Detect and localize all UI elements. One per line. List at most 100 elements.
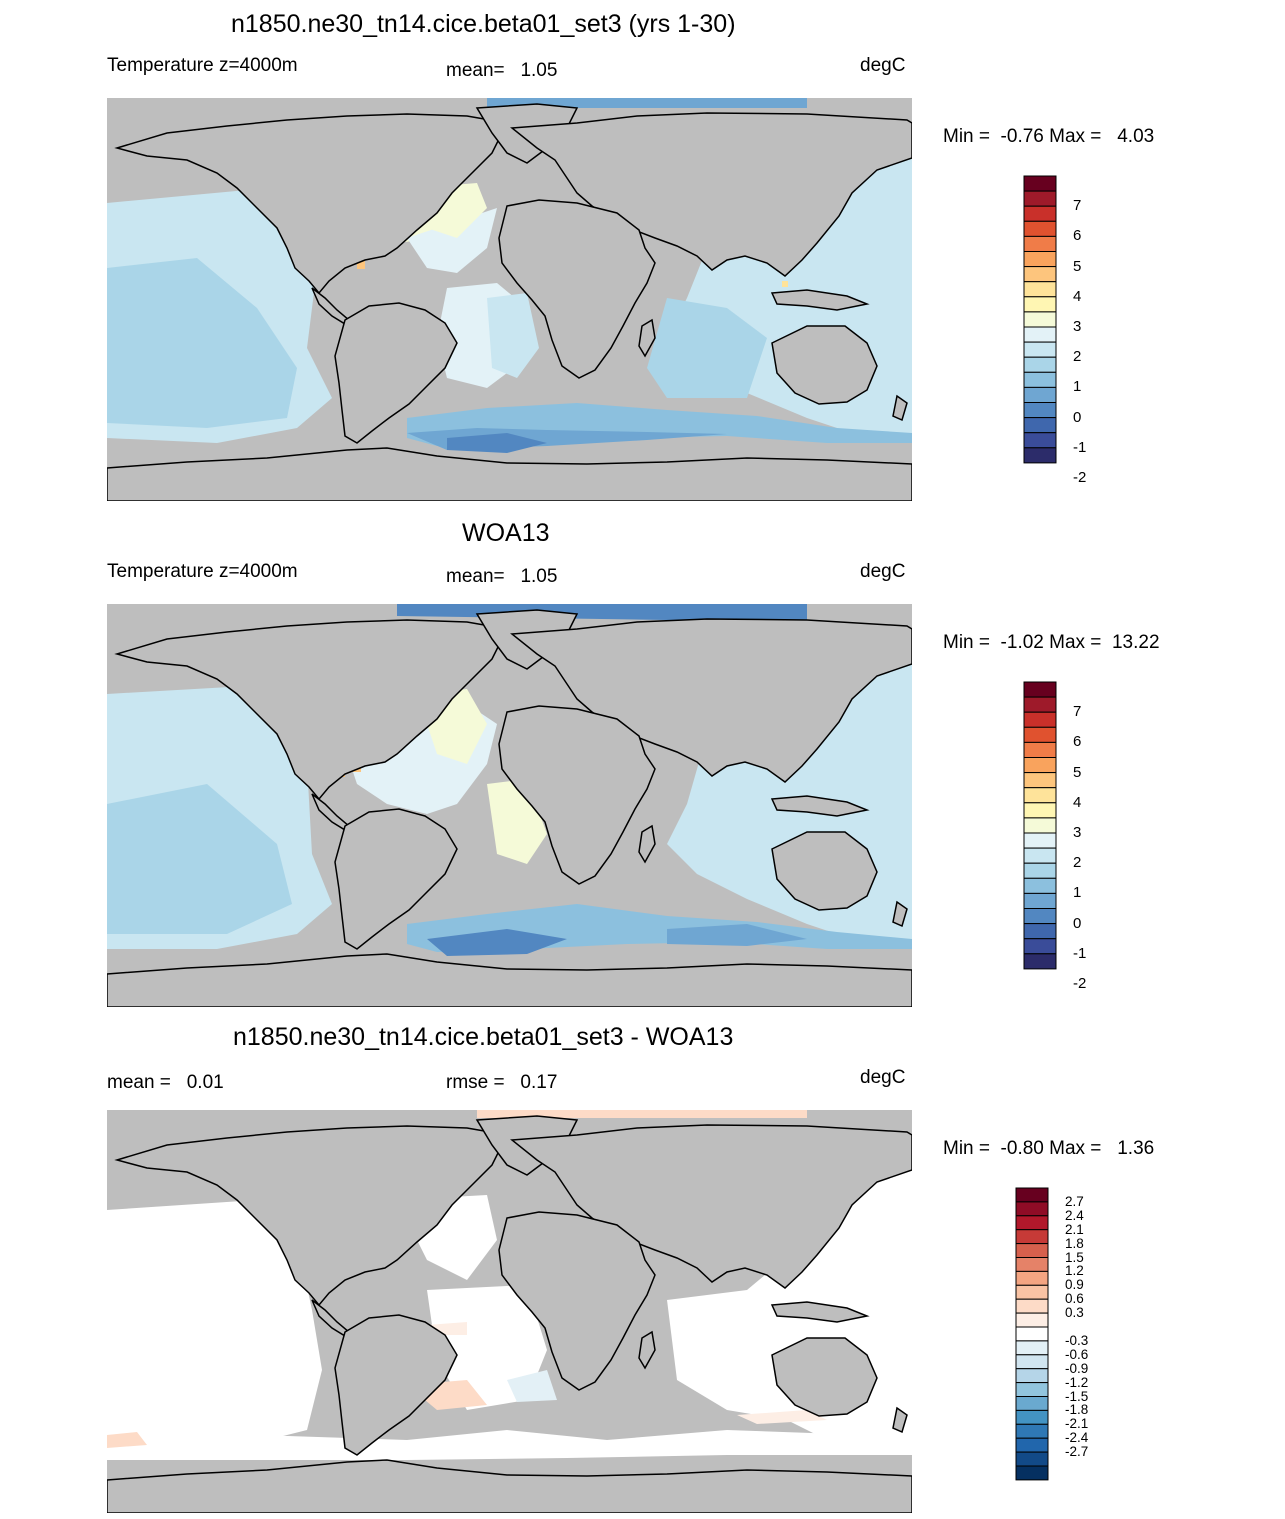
colorbar-swatch — [1023, 371, 1057, 388]
colorbar-swatch — [1023, 817, 1057, 834]
panel1-left-label: Temperature z=4000m — [107, 55, 298, 76]
colorbar-swatch — [1023, 892, 1057, 909]
colorbar-tick-label: -2.1 — [1065, 1416, 1089, 1432]
colorbar-tick-label: 3 — [1073, 318, 1082, 335]
colorbar-tick-label: 7 — [1073, 703, 1082, 721]
colorbar-swatch — [1015, 1326, 1049, 1342]
panel1-center-label: mean= 1.05 — [446, 60, 558, 81]
colorbar-swatch — [1023, 205, 1057, 222]
colorbar-swatch — [1023, 953, 1057, 970]
colorbar-swatch — [1023, 311, 1057, 328]
colorbar-tick-label: -1 — [1073, 438, 1087, 456]
colorbar-tick-label: 5 — [1073, 257, 1082, 275]
panel2-left-label: Temperature z=4000m — [107, 561, 298, 582]
colorbar-tick-label: 6 — [1073, 733, 1082, 751]
colorbar-swatch — [1023, 696, 1057, 713]
panel2-center-label: mean= 1.05 — [446, 566, 558, 587]
colorbar-swatch — [1023, 877, 1057, 894]
colorbar-tick-label: 0 — [1073, 408, 1082, 426]
colorbar-tick-label: 7 — [1073, 197, 1082, 215]
panel3-title: n1850.ne30_tn14.cice.beta01_set3 - WOA13 — [233, 1023, 734, 1051]
colorbar-boxes — [1023, 681, 1057, 970]
colorbar-swatch — [1023, 251, 1057, 268]
colorbar-tick-label: -1.2 — [1065, 1374, 1089, 1390]
colorbar-tick-label: 0.9 — [1065, 1277, 1084, 1293]
colorbar-tick-label: 1 — [1073, 884, 1082, 902]
colorbar-boxes — [1015, 1187, 1049, 1481]
colorbar-swatch — [1015, 1312, 1049, 1328]
colorbar-swatch — [1015, 1229, 1049, 1245]
colorbar-tick-label: 0.3 — [1065, 1305, 1084, 1321]
colorbar-tick-label: 1.5 — [1065, 1249, 1084, 1265]
colorbar-swatch — [1023, 326, 1057, 343]
colorbar-tick-label: 4 — [1073, 793, 1082, 811]
colorbar-swatch — [1023, 175, 1057, 192]
colorbar-swatch — [1023, 772, 1057, 789]
colorbar-swatch — [1023, 296, 1057, 313]
colorbar-swatch — [1023, 757, 1057, 774]
colorbar-tick-label: 2.4 — [1065, 1207, 1084, 1223]
colorbar-swatch — [1015, 1243, 1049, 1258]
panel2-units: degC — [860, 561, 906, 582]
colorbar-tick-label: 1.2 — [1065, 1263, 1084, 1279]
panel2-map — [107, 604, 912, 1007]
colorbar-tick-label: -2 — [1073, 975, 1087, 992]
colorbar-tick-label: -2.7 — [1065, 1444, 1089, 1460]
colorbar-swatch — [1015, 1340, 1049, 1356]
colorbar-tick-label: 0 — [1073, 914, 1082, 932]
colorbar-tick-label: 2.7 — [1065, 1193, 1084, 1209]
colorbar-tick-label: -1.8 — [1065, 1402, 1089, 1418]
colorbar-swatch — [1023, 235, 1057, 253]
colorbar-swatch — [1015, 1284, 1049, 1300]
colorbar-swatch — [1015, 1465, 1049, 1481]
colorbar-tick-label: 6 — [1073, 227, 1082, 245]
colorbar-tick-label: -2.4 — [1065, 1430, 1089, 1446]
panel1-units: degC — [860, 55, 906, 76]
panel1-title: n1850.ne30_tn14.cice.beta01_set3 (yrs 1-… — [231, 10, 736, 38]
colorbar-tick-label: -0.3 — [1065, 1332, 1089, 1348]
colorbar-tick-label: 5 — [1073, 763, 1082, 781]
colorbar-tick-label: 2 — [1073, 348, 1082, 366]
colorbar-swatch — [1023, 741, 1057, 759]
colorbar-swatch — [1023, 923, 1057, 940]
panel2-title: WOA13 — [462, 519, 550, 547]
colorbar-swatch — [1015, 1423, 1049, 1439]
panel1-minmax: Min = -0.76 Max = 4.03 — [943, 126, 1155, 147]
colorbar-swatch — [1023, 832, 1057, 849]
colorbar-swatch — [1015, 1187, 1049, 1203]
colorbar-swatch — [1015, 1215, 1049, 1231]
colorbar-tick-label: 1.8 — [1065, 1235, 1084, 1251]
colorbar-swatch — [1015, 1396, 1049, 1411]
colorbar-tick-label: 4 — [1073, 287, 1082, 305]
colorbar-swatch — [1023, 190, 1057, 207]
colorbar-swatch — [1023, 726, 1057, 743]
colorbar-tick-label: 1 — [1073, 378, 1082, 396]
colorbar-swatch — [1023, 802, 1057, 819]
colorbar-swatch — [1023, 266, 1057, 283]
colorbar-swatch — [1023, 356, 1057, 373]
colorbar-swatch — [1023, 681, 1057, 698]
colorbar-swatch — [1023, 938, 1057, 955]
panel3-minmax: Min = -0.80 Max = 1.36 — [943, 1138, 1155, 1159]
colorbar-swatch — [1015, 1298, 1049, 1314]
colorbar-tick-label: 2 — [1073, 854, 1082, 872]
colorbar-swatch — [1015, 1382, 1049, 1398]
colorbar-swatch — [1023, 847, 1057, 864]
panel3-units: degC — [860, 1067, 906, 1088]
colorbar-tick-label: 2.1 — [1065, 1221, 1084, 1237]
colorbar-swatch — [1023, 787, 1057, 804]
panel3-map — [107, 1110, 912, 1513]
colorbar-swatch — [1015, 1368, 1049, 1384]
colorbar-swatch — [1015, 1257, 1049, 1272]
panel3-rmse-label: rmse = 0.17 — [446, 1072, 558, 1093]
colorbar-swatch — [1015, 1437, 1049, 1453]
colorbar-tick-label: -1 — [1073, 944, 1087, 962]
colorbar-swatch — [1023, 417, 1057, 434]
colorbar-swatch — [1015, 1354, 1049, 1370]
panel2-minmax: Min = -1.02 Max = 13.22 — [943, 632, 1160, 653]
colorbar-swatch — [1023, 281, 1057, 298]
colorbar-tick-label: -0.6 — [1065, 1346, 1089, 1362]
colorbar-boxes — [1023, 175, 1057, 464]
colorbar-tick-label: 3 — [1073, 824, 1082, 841]
colorbar-swatch — [1023, 432, 1057, 449]
